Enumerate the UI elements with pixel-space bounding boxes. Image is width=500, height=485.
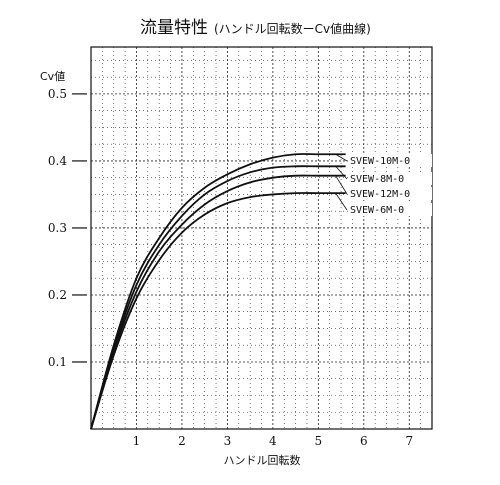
series-line bbox=[90, 165, 346, 430]
chart-subtitle: (ハンドル回転数ーCv値曲線) bbox=[214, 21, 371, 36]
series-label: SVEW-6M-0 bbox=[350, 205, 404, 216]
series-line bbox=[90, 153, 346, 430]
x-axis-ticks: 1 2 3 4 5 6 7 bbox=[133, 434, 413, 448]
series-leader-line bbox=[335, 153, 348, 162]
x-tick-label: 7 bbox=[405, 434, 413, 448]
series-line bbox=[90, 192, 346, 430]
series-leader-line bbox=[335, 192, 348, 211]
series-label-background bbox=[348, 203, 432, 216]
x-tick-label: 5 bbox=[315, 434, 323, 448]
y-axis-ticks: 0.1 0.2 0.3 0.4 0.5 bbox=[48, 87, 87, 369]
series-lines bbox=[90, 153, 346, 430]
y-axis-label: Cv値 bbox=[40, 70, 65, 83]
series-label: SVEW-12M-0 bbox=[350, 189, 410, 200]
series-label-background bbox=[348, 187, 432, 200]
series-leader-line bbox=[335, 175, 348, 195]
series-label: SVEW-8M-0 bbox=[350, 174, 404, 185]
x-tick-label: 3 bbox=[224, 434, 232, 448]
y-tick-label: 0.2 bbox=[48, 288, 67, 302]
series-line bbox=[90, 174, 346, 430]
series-label-background bbox=[348, 172, 432, 185]
series-label-background bbox=[348, 154, 432, 167]
series-labels: SVEW-10M-0 SVEW-8M-0 SVEW-12M-0 SVEW-6M-0 bbox=[335, 153, 432, 216]
y-tick-label: 0.1 bbox=[48, 355, 67, 369]
x-tick-label: 4 bbox=[269, 434, 277, 448]
series-leader-line bbox=[335, 166, 348, 180]
chart-title: 流量特性 bbox=[140, 18, 208, 38]
x-tick-label: 2 bbox=[178, 434, 186, 448]
y-tick-label: 0.5 bbox=[48, 87, 67, 101]
x-tick-label: 6 bbox=[360, 434, 368, 448]
y-tick-label: 0.3 bbox=[48, 221, 67, 235]
y-tick-label: 0.4 bbox=[48, 154, 67, 168]
x-axis-label: ハンドル回転数 bbox=[224, 454, 301, 467]
series-label: SVEW-10M-0 bbox=[350, 156, 410, 167]
x-tick-label: 1 bbox=[133, 434, 141, 448]
